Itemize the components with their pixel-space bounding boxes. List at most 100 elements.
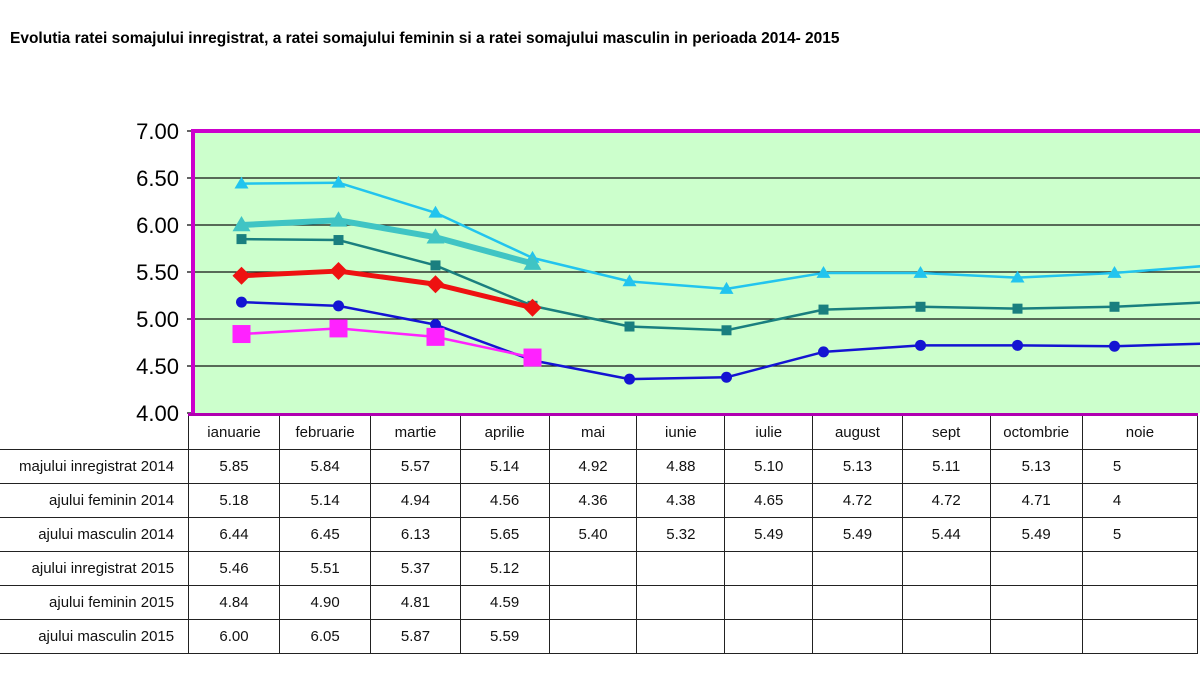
data-label [724,619,814,654]
data-label: 5.40 [548,517,638,552]
data-point-square [333,235,344,246]
data-point-diamond [232,266,251,285]
data-point-triangle [234,176,249,189]
data-label: 5.49 [724,517,814,552]
data-point-triangle [331,175,346,188]
data-point-circle [818,346,829,358]
data-label [548,619,638,654]
data-label: 6.13 [370,517,461,552]
data-point-triangle [1107,265,1122,278]
table-row: ajului masculin 2015 6.00 6.05 5.87 5.59 [0,619,1199,654]
data-point-bigsquare [232,325,251,344]
data-label: 5.18 [188,483,280,518]
data-point-diamond [523,298,542,317]
data-label: 4.94 [370,483,461,518]
data-label [812,585,903,620]
data-label: 5.14 [459,449,550,484]
data-point-diamond [329,262,348,281]
y-tick-label: 7.00 [136,119,179,144]
data-label: 5.11 [901,449,991,484]
data-label: 4.88 [636,449,726,484]
data-label: 5.44 [901,517,991,552]
data-label: 6.00 [188,619,280,654]
data-label [548,551,638,586]
series-label: ajului feminin 2014 [49,492,175,509]
data-label: 5.13 [989,449,1083,484]
data-label: 4.72 [901,483,991,518]
data-point-circle [430,319,441,331]
category-label: iulie [724,413,814,450]
y-tick-label: 6.50 [136,166,179,191]
data-label [989,551,1083,586]
data-label [548,585,638,620]
table-row: ajului masculin 2014 6.44 6.45 6.13 5.65 5.40… [0,517,1199,552]
data-point-circle [721,371,732,383]
series-label: majului inregistrat 2014 [19,458,175,475]
data-point-square [818,304,829,315]
chart-title: Evolutia ratei somajului inregistrat, a … [10,30,840,47]
data-point-triangle [523,254,542,270]
data-label: 4.90 [278,585,372,620]
category-label: iunie [636,413,726,450]
data-label: 4.72 [812,483,903,518]
data-point-circle [915,339,926,351]
data-label: 5.10 [724,449,814,484]
y-tick-label: 5.00 [136,307,179,332]
data-label [1081,619,1199,654]
data-label: 4.59 [459,585,550,620]
data-label [812,551,903,586]
data-label [901,619,991,654]
category-label: noie [1081,413,1199,450]
y-tick-label: 5.50 [136,260,179,285]
data-label: 5.87 [370,619,461,654]
data-point-square [236,234,247,245]
data-point-triangle [719,281,734,294]
data-label: 5.12 [459,551,550,586]
data-point-triangle [816,265,831,278]
data-point-circle [1109,340,1120,352]
series-label: ajului feminin 2015 [49,594,175,611]
data-point-bigsquare [523,348,542,367]
data-label [724,551,814,586]
data-label: 5.85 [188,449,280,484]
data-point-triangle [232,216,251,232]
data-label [989,585,1083,620]
data-label: 4.38 [636,483,726,518]
category-label: martie [370,413,461,450]
data-label: 5.14 [278,483,372,518]
data-point-triangle [1010,270,1025,283]
series-line-5 [241,217,534,267]
data-point-bigsquare [426,327,445,346]
data-point-circle [236,296,247,308]
data-label: 5.46 [188,551,280,586]
data-label: 5.13 [812,449,903,484]
category-label: aprilie [459,413,550,450]
table-row: ajului feminin 2014 5.18 5.14 4.94 4.56 4.36 4… [0,483,1199,518]
data-label: 5.51 [278,551,372,586]
data-label [901,551,991,586]
data-point-circle [333,300,344,312]
data-label: 5 [1081,517,1199,552]
data-point-bigsquare [329,319,348,338]
data-point-triangle [913,265,928,278]
data-label [636,619,726,654]
category-label: august [812,413,903,450]
data-label: 4.84 [188,585,280,620]
data-point-circle [1012,339,1023,351]
data-label [636,551,726,586]
data-label: 5.32 [636,517,726,552]
data-label: 5.49 [812,517,903,552]
category-label: mai [548,413,638,450]
data-label: 5.37 [370,551,461,586]
category-label: ianuarie [188,413,280,450]
data-label [1081,585,1199,620]
series-label: ajului masculin 2015 [38,628,175,645]
data-point-square [430,260,441,271]
data-label: 4.56 [459,483,550,518]
data-point-triangle [329,211,348,227]
series-label: ajului masculin 2014 [38,526,175,543]
data-label [989,619,1083,654]
data-point-circle [624,373,635,385]
data-point-square [721,325,732,336]
